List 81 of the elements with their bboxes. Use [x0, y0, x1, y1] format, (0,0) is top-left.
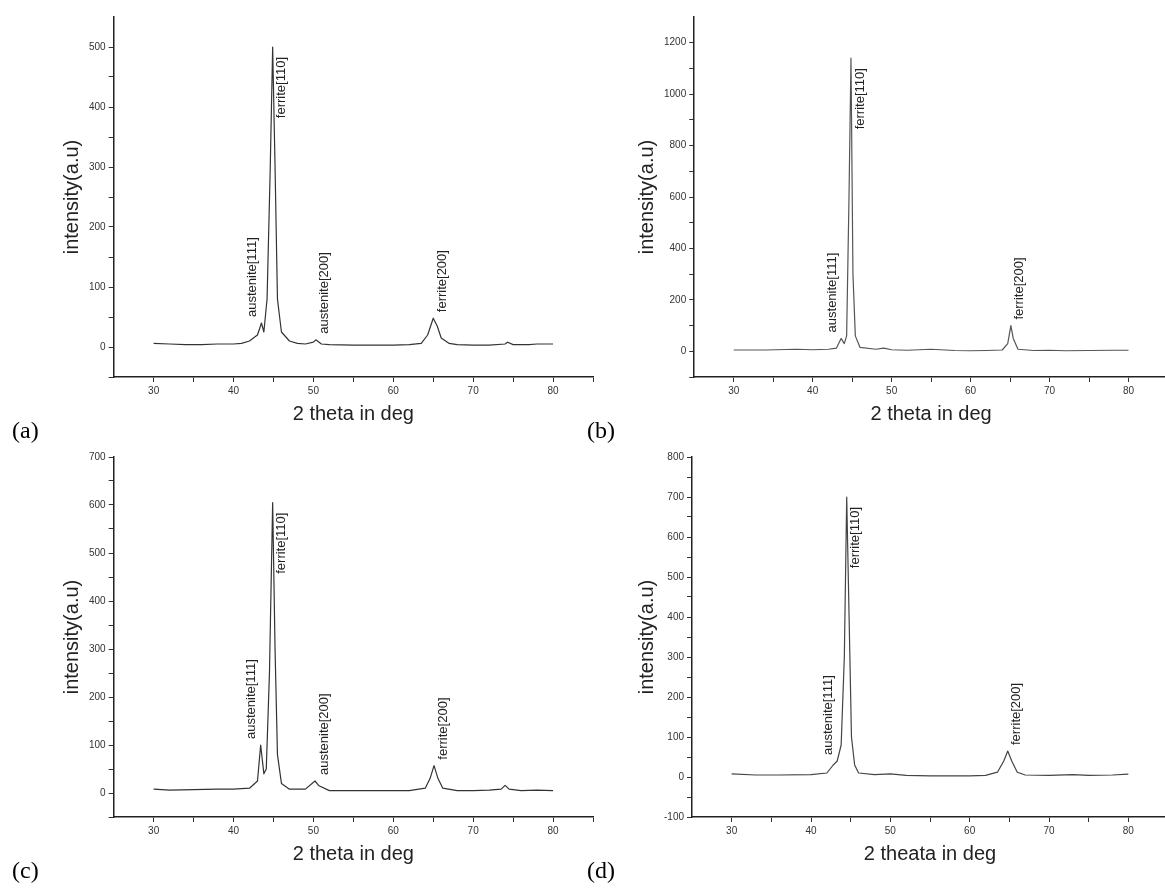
- annotation: ferrite[110]: [847, 507, 863, 569]
- x-tick-label: 30: [148, 824, 160, 836]
- y-tick-label: 100: [89, 280, 107, 292]
- x-tick-label: 30: [148, 384, 160, 396]
- annotation: austenite[200]: [316, 252, 332, 334]
- y-tick-label: 0: [680, 345, 687, 357]
- x-tick-label: 50: [884, 824, 897, 836]
- y-axis-title: intensity(a.u): [59, 139, 82, 255]
- annotation: ferrite[110]: [851, 68, 867, 130]
- y-tick-label: 600: [669, 190, 687, 202]
- y-tick-label: 700: [667, 490, 685, 502]
- annotation: ferrite[110]: [273, 57, 289, 119]
- annotation: ferrite[110]: [273, 512, 289, 574]
- x-tick-label: 40: [227, 384, 240, 396]
- text: (b): [587, 417, 615, 444]
- y-tick-label: 400: [667, 610, 685, 622]
- y-tick-label: 100: [667, 730, 685, 742]
- y-tick-label: 1200: [664, 36, 687, 48]
- y-tick-label: 800: [667, 450, 685, 462]
- y-tick-label: 1000: [664, 87, 687, 99]
- x-tick-label: 80: [1122, 824, 1135, 836]
- text: (d): [587, 857, 615, 884]
- x-axis-title: 2 theta in deg: [870, 401, 992, 424]
- x-tick-label: 40: [227, 824, 240, 836]
- x-tick-label: 60: [964, 824, 976, 836]
- y-tick-label: 500: [667, 570, 685, 582]
- x-tick-label: 80: [547, 384, 560, 396]
- y-tick-label: 200: [669, 293, 687, 305]
- y-axis-title: intensity(a.u): [59, 579, 82, 695]
- y-tick-label: 800: [669, 139, 687, 151]
- x-tick-label: 40: [807, 384, 819, 396]
- annotation: austenite[111]: [244, 237, 260, 317]
- y-axis-title: intensity(a.u): [634, 139, 657, 255]
- y-tick-label: 500: [89, 40, 107, 52]
- x-axis-title: 2 theata in deg: [863, 841, 997, 864]
- x-tick-label: 70: [467, 824, 480, 836]
- y-tick-label: 0: [100, 786, 107, 798]
- annotation: ferrite[200]: [433, 250, 449, 313]
- y-tick-label: 500: [89, 546, 107, 558]
- annotation: austenite[200]: [315, 693, 331, 775]
- annotation: austenite[111]: [243, 659, 259, 739]
- x-tick-label: 80: [1122, 384, 1135, 396]
- y-tick-label: 100: [89, 738, 107, 750]
- y-tick-label: 0: [678, 770, 685, 782]
- y-tick-label: 200: [667, 690, 685, 702]
- x-tick-label: 40: [805, 824, 818, 836]
- y-tick-label: 200: [89, 690, 107, 702]
- y-tick-label: 600: [667, 530, 685, 542]
- x-axis-title: 2 theta in deg: [292, 841, 414, 864]
- x-tick-label: 50: [307, 824, 320, 836]
- x-tick-label: 50: [307, 384, 320, 396]
- x-tick-label: 30: [726, 824, 738, 836]
- x-tick-label: 70: [467, 384, 480, 396]
- x-tick-label: 60: [387, 384, 400, 396]
- y-tick-label: 400: [669, 242, 687, 254]
- annotation: ferrite[200]: [434, 697, 450, 760]
- y-tick-label: 300: [89, 642, 107, 654]
- x-axis-title: 2 theta in deg: [292, 401, 414, 424]
- x-tick-label: 70: [1044, 384, 1056, 396]
- y-tick-label: 0: [100, 340, 107, 352]
- x-tick-label: 60: [965, 384, 977, 396]
- x-tick-label: 60: [387, 824, 400, 836]
- y-tick-label: 400: [89, 594, 107, 606]
- text: (a): [12, 417, 39, 444]
- x-tick-label: 50: [886, 384, 898, 396]
- annotation: ferrite[200]: [1011, 257, 1027, 320]
- annotation: ferrite[200]: [1008, 682, 1024, 745]
- y-tick-label: 300: [667, 650, 685, 662]
- y-tick-label: -100: [664, 810, 685, 822]
- y-axis-title: intensity(a.u): [634, 579, 657, 695]
- x-tick-label: 80: [547, 824, 560, 836]
- y-tick-label: 600: [89, 498, 107, 510]
- x-tick-label: 70: [1043, 824, 1055, 836]
- y-tick-label: 700: [89, 450, 107, 462]
- y-tick-label: 300: [89, 160, 107, 172]
- annotation: austenite[111]: [819, 675, 835, 755]
- y-tick-label: 200: [89, 220, 107, 232]
- annotation: austenite[111]: [823, 252, 839, 333]
- text: (c): [12, 857, 39, 884]
- y-tick-label: 400: [89, 100, 107, 112]
- x-tick-label: 30: [728, 384, 740, 396]
